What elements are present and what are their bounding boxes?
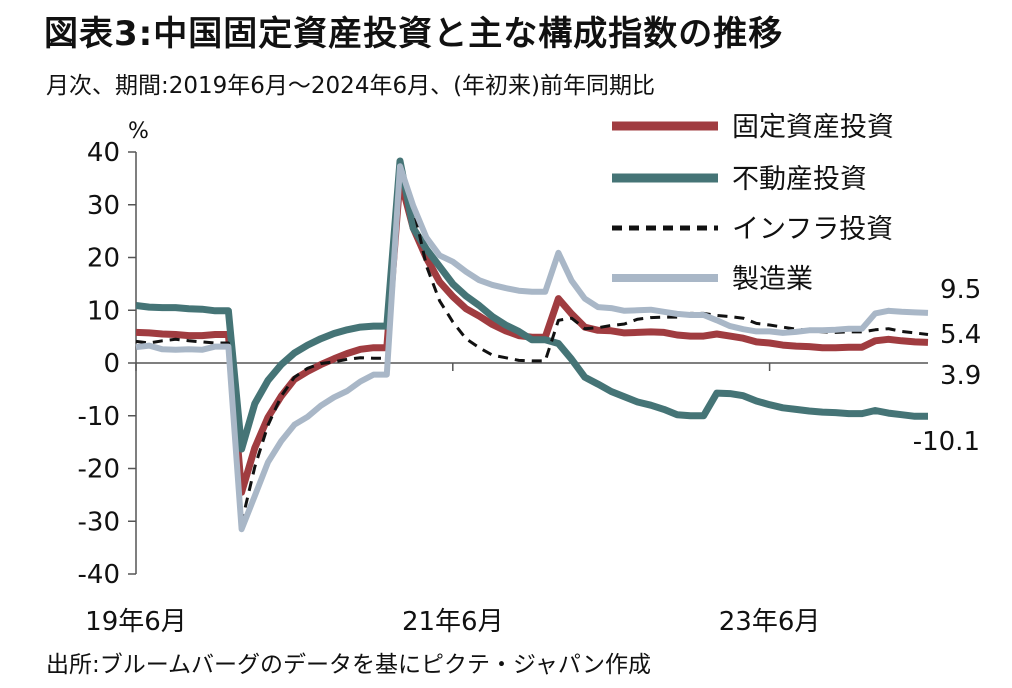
unit-label: % bbox=[128, 119, 149, 144]
series-line-2 bbox=[135, 168, 929, 525]
y-tick-label: 30 bbox=[87, 191, 120, 221]
y-tick-label: 20 bbox=[87, 244, 120, 274]
chart-subtitle: 月次、期間:2019年6月～2024年6月、(年初来)前年同期比 bbox=[46, 73, 656, 99]
end-value-label-0: 9.5 bbox=[940, 275, 981, 305]
legend-label-3: 製造業 bbox=[732, 264, 813, 295]
source-note: 出所:ブルームバーグのデータを基にピクテ・ジャパン作成 bbox=[46, 652, 652, 678]
y-tick-label: 0 bbox=[103, 349, 120, 379]
series-line-1 bbox=[135, 157, 928, 453]
y-tick-label: -20 bbox=[78, 455, 120, 485]
end-value-label-2: 3.9 bbox=[940, 361, 981, 391]
y-tick-label: -40 bbox=[78, 560, 120, 590]
legend-label-1: 不動産投資 bbox=[732, 164, 867, 195]
x-tick-label: 21年6月 bbox=[402, 607, 504, 637]
end-value-label-3: -10.1 bbox=[913, 427, 980, 457]
axes: 40 30 20 10 0 -10 -20 -30 -40 19年6月 21年6月 23年6月 bbox=[78, 138, 928, 637]
legend-label-2: インフラ投資 bbox=[732, 214, 893, 245]
end-value-label-1: 5.4 bbox=[940, 320, 981, 350]
y-tick-label: 40 bbox=[87, 138, 120, 168]
x-tick-label: 23年6月 bbox=[719, 607, 821, 637]
x-tick-label: 19年6月 bbox=[85, 607, 187, 637]
y-tick-label: -30 bbox=[78, 507, 120, 537]
y-tick-label: 10 bbox=[87, 296, 120, 326]
end-labels: 9.5 5.4 3.9 -10.1 bbox=[913, 275, 982, 457]
chart-title: 図表3:中国固定資産投資と主な構成指数の推移 bbox=[44, 14, 784, 54]
series-lines bbox=[135, 157, 929, 533]
y-tick-label: -10 bbox=[78, 402, 120, 432]
legend-label-0: 固定資産投資 bbox=[732, 112, 894, 143]
series-line-3 bbox=[135, 163, 929, 533]
